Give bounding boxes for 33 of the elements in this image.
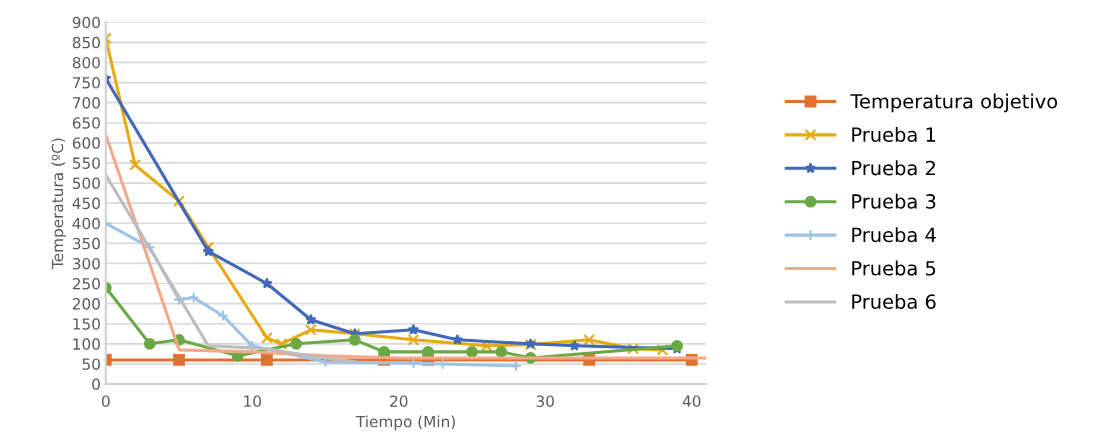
y-tick-label: 350 <box>72 237 100 250</box>
x-tick-label: 0 <box>101 395 110 407</box>
x-axis-title: Tiempo (Min) <box>355 415 455 431</box>
y-tick-label: 600 <box>72 137 100 149</box>
legend-label: Temperatura objetivo <box>850 93 1058 113</box>
y-tick-label: 500 <box>72 177 100 190</box>
y-tick-label: 450 <box>72 197 100 210</box>
legend-label: Prueba 1 <box>852 126 936 142</box>
legend-label: Prueba 3 <box>852 193 936 209</box>
y-tick-label: 250 <box>72 278 100 290</box>
y-tick-label: 300 <box>72 257 100 270</box>
legend-label: Prueba 4 <box>852 227 936 243</box>
legend-label: Prueba 2 <box>852 160 935 176</box>
y-tick-label: 750 <box>73 77 100 89</box>
x-tick-label: 40 <box>682 395 701 407</box>
x-tick-label: 10 <box>244 395 261 407</box>
y-tick-label: 550 <box>72 157 100 169</box>
y-tick-label: 900 <box>72 16 100 29</box>
x-tick-label: 20 <box>390 395 408 407</box>
y-tick-label: 150 <box>73 318 100 330</box>
legend-label: Prueba 5 <box>852 260 936 276</box>
legend-label: Prueba 6 <box>852 293 936 309</box>
y-tick-label: 400 <box>72 217 100 230</box>
y-tick-label: 850 <box>72 36 100 49</box>
y-tick-label: 50 <box>82 358 100 370</box>
y-tick-label: 100 <box>73 338 100 350</box>
y-tick-label: 800 <box>72 56 100 69</box>
y-tick-label: 0 <box>92 378 100 391</box>
y-tick-label: 700 <box>73 97 100 109</box>
y-axis-title: Temperatura (ºC) <box>51 138 67 270</box>
y-tick-label: 650 <box>72 117 100 129</box>
x-tick-label: 30 <box>536 395 554 407</box>
y-tick-label: 200 <box>72 298 100 310</box>
